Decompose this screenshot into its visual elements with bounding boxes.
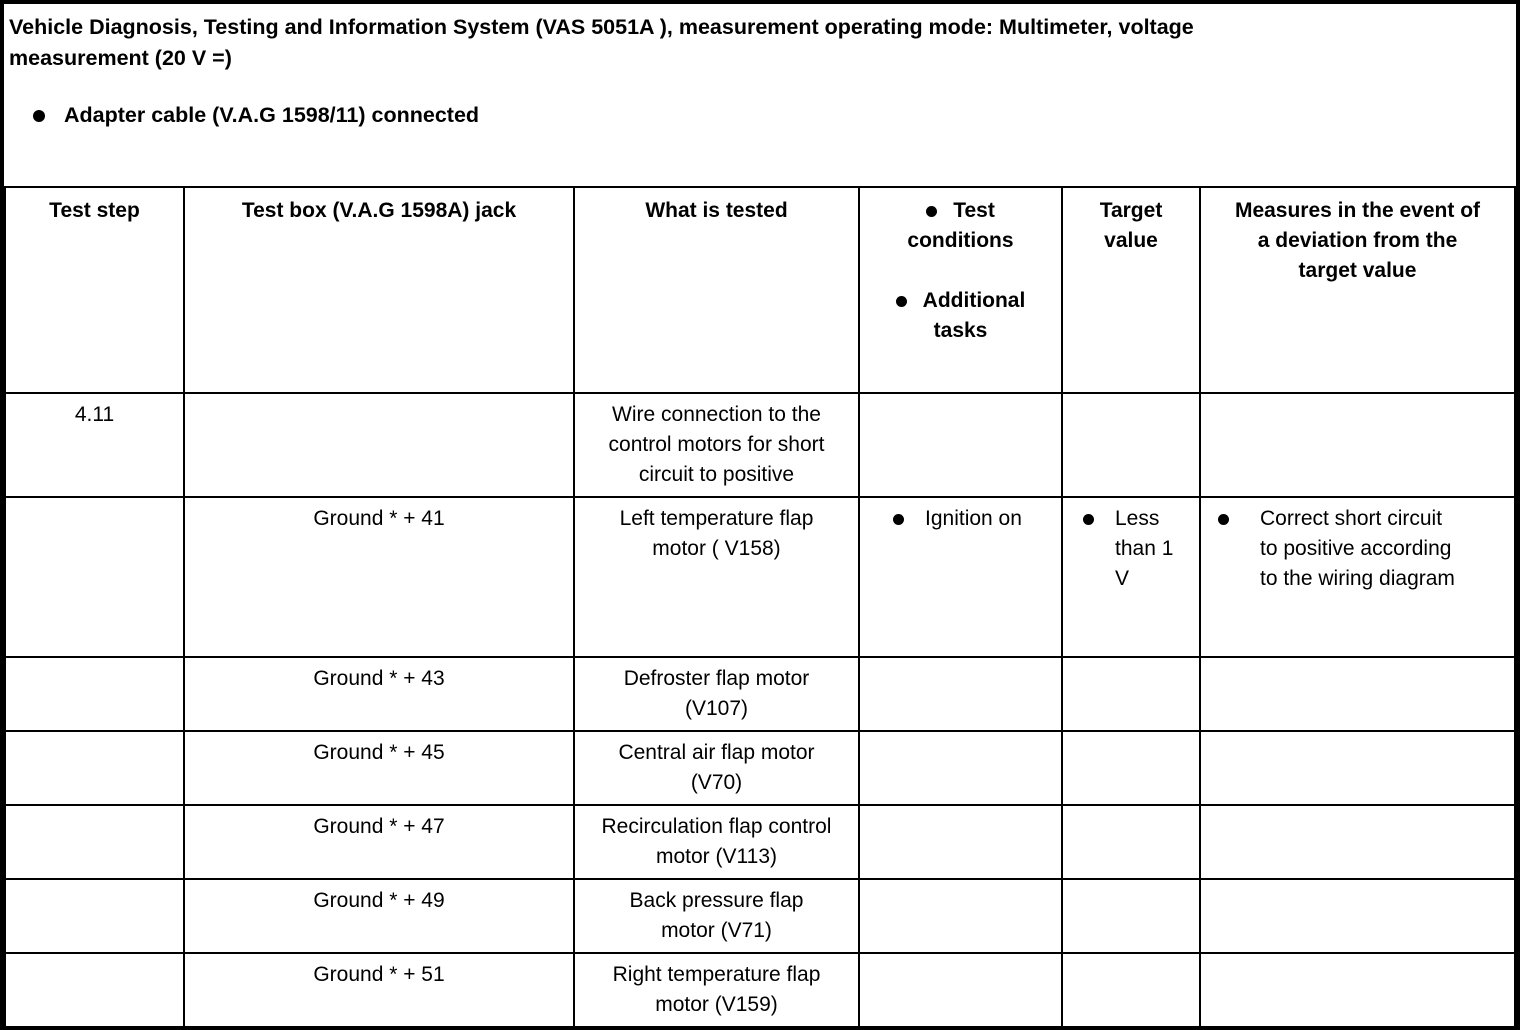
tested-value: Right temperature flap motor (V159) bbox=[612, 963, 821, 1016]
test-table: Test step Test box (V.A.G 1598A) jack Wh… bbox=[4, 186, 1516, 1026]
page-title: Vehicle Diagnosis, Testing and Informati… bbox=[9, 15, 1194, 70]
header-measures-label: Measures in the event of a deviation fro… bbox=[1234, 199, 1481, 282]
jack-value: Ground * + 41 bbox=[313, 507, 445, 530]
cell-target bbox=[1061, 656, 1201, 732]
table-row: Ground * + 49 Back pressure flap motor (… bbox=[4, 878, 1516, 954]
cell-measures: Correct short circuit to positive accord… bbox=[1199, 496, 1516, 658]
tested-value: Central air flap motor (V70) bbox=[618, 741, 815, 794]
tested-value: Recirculation flap control motor (V113) bbox=[601, 815, 832, 868]
cell-target: Less than 1 V bbox=[1061, 496, 1201, 658]
cell-measures bbox=[1199, 878, 1516, 954]
cell-tested: Left temperature flap motor ( V158) bbox=[573, 496, 860, 658]
jack-value: Ground * + 49 bbox=[313, 889, 445, 912]
cell-tested: Defroster flap motor (V107) bbox=[573, 656, 860, 732]
cell-tested: Back pressure flap motor (V71) bbox=[573, 878, 860, 954]
cell-test-step bbox=[4, 952, 185, 1026]
table-row: Ground * + 51 Right temperature flap mot… bbox=[4, 952, 1516, 1026]
cell-test-step: 4.11 bbox=[4, 392, 185, 498]
cell-jack bbox=[183, 392, 575, 498]
cell-conditions bbox=[858, 730, 1063, 806]
bullet-icon bbox=[895, 296, 907, 307]
cell-measures bbox=[1199, 730, 1516, 806]
header-tested-label: What is tested bbox=[645, 199, 788, 222]
conditions-value: Ignition on bbox=[925, 507, 1022, 530]
jack-value: Ground * + 51 bbox=[313, 963, 445, 986]
intro-bullet-text: Adapter cable (V.A.G 1598/11) connected bbox=[64, 103, 480, 127]
cell-test-step bbox=[4, 878, 185, 954]
cell-measures bbox=[1199, 656, 1516, 732]
cell-jack: Ground * + 49 bbox=[183, 878, 575, 954]
cell-conditions: Ignition on bbox=[858, 496, 1063, 658]
cell-measures bbox=[1199, 952, 1516, 1026]
cell-tested: Central air flap motor (V70) bbox=[573, 730, 860, 806]
cell-conditions bbox=[858, 878, 1063, 954]
table-row: 4.11 Wire connection to the control moto… bbox=[4, 392, 1516, 498]
cell-conditions bbox=[858, 656, 1063, 732]
cell-target bbox=[1061, 804, 1201, 880]
header-additional-label: Additional tasks bbox=[922, 289, 1026, 342]
cell-tested: Wire connection to the control motors fo… bbox=[573, 392, 860, 498]
table-row: Ground * + 43 Defroster flap motor (V107… bbox=[4, 656, 1516, 732]
table-row: Ground * + 41 Left temperature flap moto… bbox=[4, 496, 1516, 658]
cell-target bbox=[1061, 878, 1201, 954]
target-value: Less than 1 V bbox=[1115, 507, 1174, 590]
header-additional-item: Additional tasks bbox=[861, 286, 1060, 346]
header-tested: What is tested bbox=[573, 186, 860, 394]
cell-measures bbox=[1199, 392, 1516, 498]
bullet-icon bbox=[893, 514, 904, 525]
bullet-icon bbox=[1083, 514, 1094, 525]
header-jack-label: Test box (V.A.G 1598A) jack bbox=[241, 199, 517, 222]
table-row: Ground * + 47 Recirculation flap control… bbox=[4, 804, 1516, 880]
cell-jack: Ground * + 43 bbox=[183, 656, 575, 732]
cell-conditions bbox=[858, 952, 1063, 1026]
tested-value: Back pressure flap motor (V71) bbox=[629, 889, 804, 942]
tested-value: Left temperature flap motor ( V158) bbox=[619, 507, 814, 560]
cell-tested: Right temperature flap motor (V159) bbox=[573, 952, 860, 1026]
header-conditions-item: Test conditions bbox=[861, 196, 1060, 256]
cell-target bbox=[1061, 952, 1201, 1026]
table-header-row: Test step Test box (V.A.G 1598A) jack Wh… bbox=[4, 186, 1516, 394]
header-test-step-label: Test step bbox=[49, 199, 140, 222]
header-measures: Measures in the event of a deviation fro… bbox=[1199, 186, 1516, 394]
intro-bullet-item: Adapter cable (V.A.G 1598/11) connected bbox=[33, 100, 1510, 131]
cell-target bbox=[1061, 392, 1201, 498]
jack-value: Ground * + 43 bbox=[313, 667, 445, 690]
cell-jack: Ground * + 51 bbox=[183, 952, 575, 1026]
tested-value: Defroster flap motor (V107) bbox=[623, 667, 810, 720]
header-target-value-label: Target value bbox=[1099, 199, 1163, 252]
test-step-value: 4.11 bbox=[74, 403, 115, 426]
conditions-item: Ignition on bbox=[893, 504, 1060, 534]
header-conditions-label: Test conditions bbox=[907, 199, 1014, 252]
bullet-icon bbox=[1218, 514, 1229, 525]
tested-value: Wire connection to the control motors fo… bbox=[608, 403, 825, 486]
cell-measures bbox=[1199, 804, 1516, 880]
cell-target bbox=[1061, 730, 1201, 806]
cell-test-step bbox=[4, 656, 185, 732]
cell-test-step bbox=[4, 730, 185, 806]
cell-test-step bbox=[4, 804, 185, 880]
jack-value: Ground * + 45 bbox=[313, 741, 445, 764]
cell-test-step bbox=[4, 496, 185, 658]
table-row: Ground * + 45 Central air flap motor (V7… bbox=[4, 730, 1516, 806]
cell-tested: Recirculation flap control motor (V113) bbox=[573, 804, 860, 880]
header-test-step: Test step bbox=[4, 186, 185, 394]
header-conditions: Test conditions Additional tasks bbox=[858, 186, 1063, 394]
bullet-icon bbox=[926, 206, 938, 217]
cell-conditions bbox=[858, 804, 1063, 880]
header-target-value: Target value bbox=[1061, 186, 1201, 394]
cell-jack: Ground * + 41 bbox=[183, 496, 575, 658]
target-item: Less than 1 V bbox=[1083, 504, 1198, 594]
cell-jack: Ground * + 47 bbox=[183, 804, 575, 880]
header-jack: Test box (V.A.G 1598A) jack bbox=[183, 186, 575, 394]
cell-jack: Ground * + 45 bbox=[183, 730, 575, 806]
cell-conditions bbox=[858, 392, 1063, 498]
measures-item: Correct short circuit to positive accord… bbox=[1218, 504, 1513, 594]
jack-value: Ground * + 47 bbox=[313, 815, 445, 838]
intro-section: Vehicle Diagnosis, Testing and Informati… bbox=[4, 4, 1516, 186]
measures-value: Correct short circuit to positive accord… bbox=[1260, 507, 1455, 590]
bullet-icon bbox=[33, 110, 45, 122]
